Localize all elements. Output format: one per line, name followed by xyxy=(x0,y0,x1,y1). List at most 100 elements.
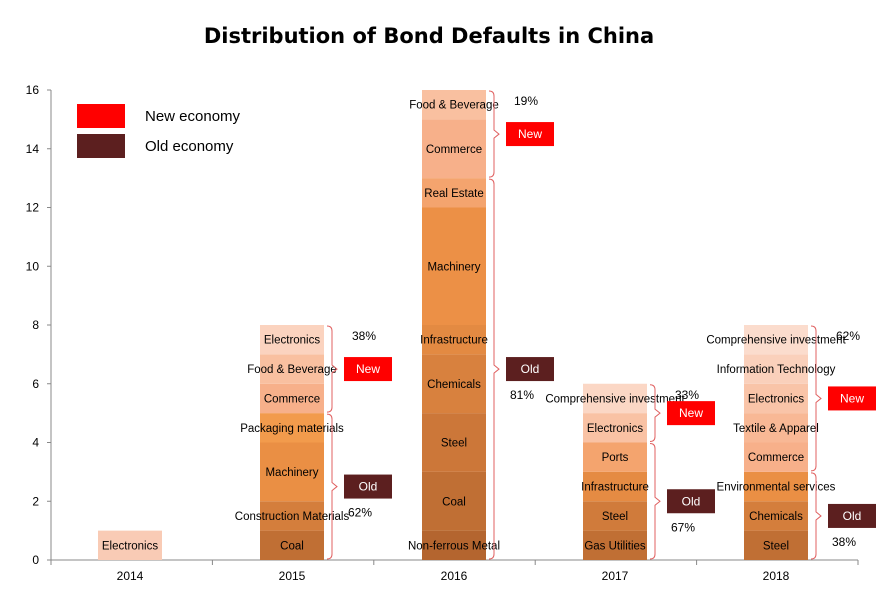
bar-segment xyxy=(260,501,324,531)
segment-label: Steel xyxy=(763,540,789,552)
bar-segment xyxy=(583,501,647,531)
segment-label: Non-ferrous Metal xyxy=(408,540,500,552)
bar-segment xyxy=(422,413,486,472)
group-percentage: 33% xyxy=(675,388,699,402)
y-tick-label: 8 xyxy=(32,318,39,332)
bar-segment xyxy=(744,530,808,560)
bar-segment xyxy=(260,354,324,384)
segment-label: Environmental services xyxy=(717,482,836,494)
bar-segment xyxy=(422,354,486,414)
legend-label: Old economy xyxy=(145,138,234,155)
economy-tag-label: New xyxy=(679,406,703,420)
segment-label: Coal xyxy=(280,540,304,552)
bar-segment xyxy=(744,325,808,355)
economy-tag xyxy=(506,357,554,382)
segment-label: Infrastructure xyxy=(420,335,488,347)
bar-segment xyxy=(422,207,486,325)
segment-label: Food & Beverage xyxy=(247,364,337,376)
group-bracket xyxy=(810,472,822,560)
y-tick-label: 6 xyxy=(32,377,39,391)
bar-segment xyxy=(744,471,808,502)
group-bracket xyxy=(488,90,500,178)
segment-label: Commerce xyxy=(748,452,804,464)
bar-segment xyxy=(260,442,324,502)
y-tick-label: 12 xyxy=(26,201,40,215)
economy-tag-label: Old xyxy=(521,362,540,376)
x-tick-label: 2015 xyxy=(279,569,306,583)
economy-tag-label: Old xyxy=(359,480,378,494)
economy-tag-label: Old xyxy=(682,494,701,508)
economy-tag xyxy=(667,401,715,426)
economy-tag xyxy=(667,489,715,514)
legend-swatch xyxy=(77,134,125,158)
segment-label: Commerce xyxy=(426,144,482,156)
segment-label: Packaging materials xyxy=(240,423,344,435)
bar-segment xyxy=(422,119,486,179)
economy-tag xyxy=(506,122,554,147)
segment-label: Commerce xyxy=(264,393,320,405)
segment-label: Real Estate xyxy=(424,188,483,200)
bar-segment xyxy=(98,530,162,560)
bar-segment xyxy=(583,442,647,472)
economy-tag-label: New xyxy=(840,391,864,405)
group-bracket xyxy=(649,443,661,560)
bar-segment xyxy=(744,383,808,414)
bar-segment xyxy=(744,442,808,472)
bar-segment xyxy=(422,178,486,208)
segment-label: Textile & Apparel xyxy=(733,423,819,435)
group-percentage: 62% xyxy=(836,329,860,343)
x-tick-label: 2017 xyxy=(602,569,629,583)
segment-label: Comprehensive investment xyxy=(545,393,685,405)
y-tick-label: 2 xyxy=(32,494,39,508)
segment-label: Food & Beverage xyxy=(409,100,499,112)
segment-label: Chemicals xyxy=(749,511,803,523)
bar-segment xyxy=(744,354,808,384)
economy-tag xyxy=(344,357,392,382)
y-tick-label: 16 xyxy=(26,83,40,97)
bar-segment xyxy=(583,413,647,443)
segment-label: Infrastructure xyxy=(581,482,649,494)
group-bracket xyxy=(649,384,661,442)
group-percentage: 38% xyxy=(832,535,856,549)
group-bracket xyxy=(326,325,338,413)
segment-label: Electronics xyxy=(587,423,643,435)
segment-label: Machinery xyxy=(427,261,480,273)
bar-segment xyxy=(422,471,486,531)
y-tick-label: 14 xyxy=(26,142,40,156)
segment-label: Ports xyxy=(602,452,629,464)
segment-label: Electronics xyxy=(264,335,320,347)
segment-label: Machinery xyxy=(265,467,318,479)
economy-tag xyxy=(828,386,876,411)
economy-tag xyxy=(828,503,876,528)
bar-segment xyxy=(422,530,486,560)
bar-segment xyxy=(260,325,324,355)
segment-label: Electronics xyxy=(748,393,804,405)
economy-tag-label: Old xyxy=(843,509,862,523)
y-tick-label: 4 xyxy=(32,436,39,450)
bar-segment xyxy=(260,413,324,443)
segment-label: Comprehensive investment xyxy=(706,335,846,347)
group-percentage: 62% xyxy=(348,506,372,520)
bar-segment xyxy=(583,471,647,502)
bar-segment xyxy=(583,530,647,560)
legend-swatch xyxy=(77,104,125,128)
bar-segment xyxy=(260,530,324,560)
x-tick-label: 2016 xyxy=(441,569,468,583)
bar-segment xyxy=(422,325,486,355)
group-percentage: 38% xyxy=(352,329,376,343)
bar-segment xyxy=(744,413,808,443)
economy-tag xyxy=(344,474,392,499)
bar-segment xyxy=(422,90,486,120)
segment-label: Steel xyxy=(441,438,467,450)
bar-segment xyxy=(744,501,808,531)
group-percentage: 67% xyxy=(671,520,695,534)
chart-title: Distribution of Bond Defaults in China xyxy=(203,24,655,48)
group-percentage: 19% xyxy=(514,94,538,108)
y-tick-label: 10 xyxy=(26,259,40,273)
segment-label: Steel xyxy=(602,511,628,523)
y-tick-label: 0 xyxy=(32,553,39,567)
segment-label: Information Technology xyxy=(717,364,836,376)
segment-label: Electronics xyxy=(102,540,158,552)
bar-segment xyxy=(583,383,647,414)
